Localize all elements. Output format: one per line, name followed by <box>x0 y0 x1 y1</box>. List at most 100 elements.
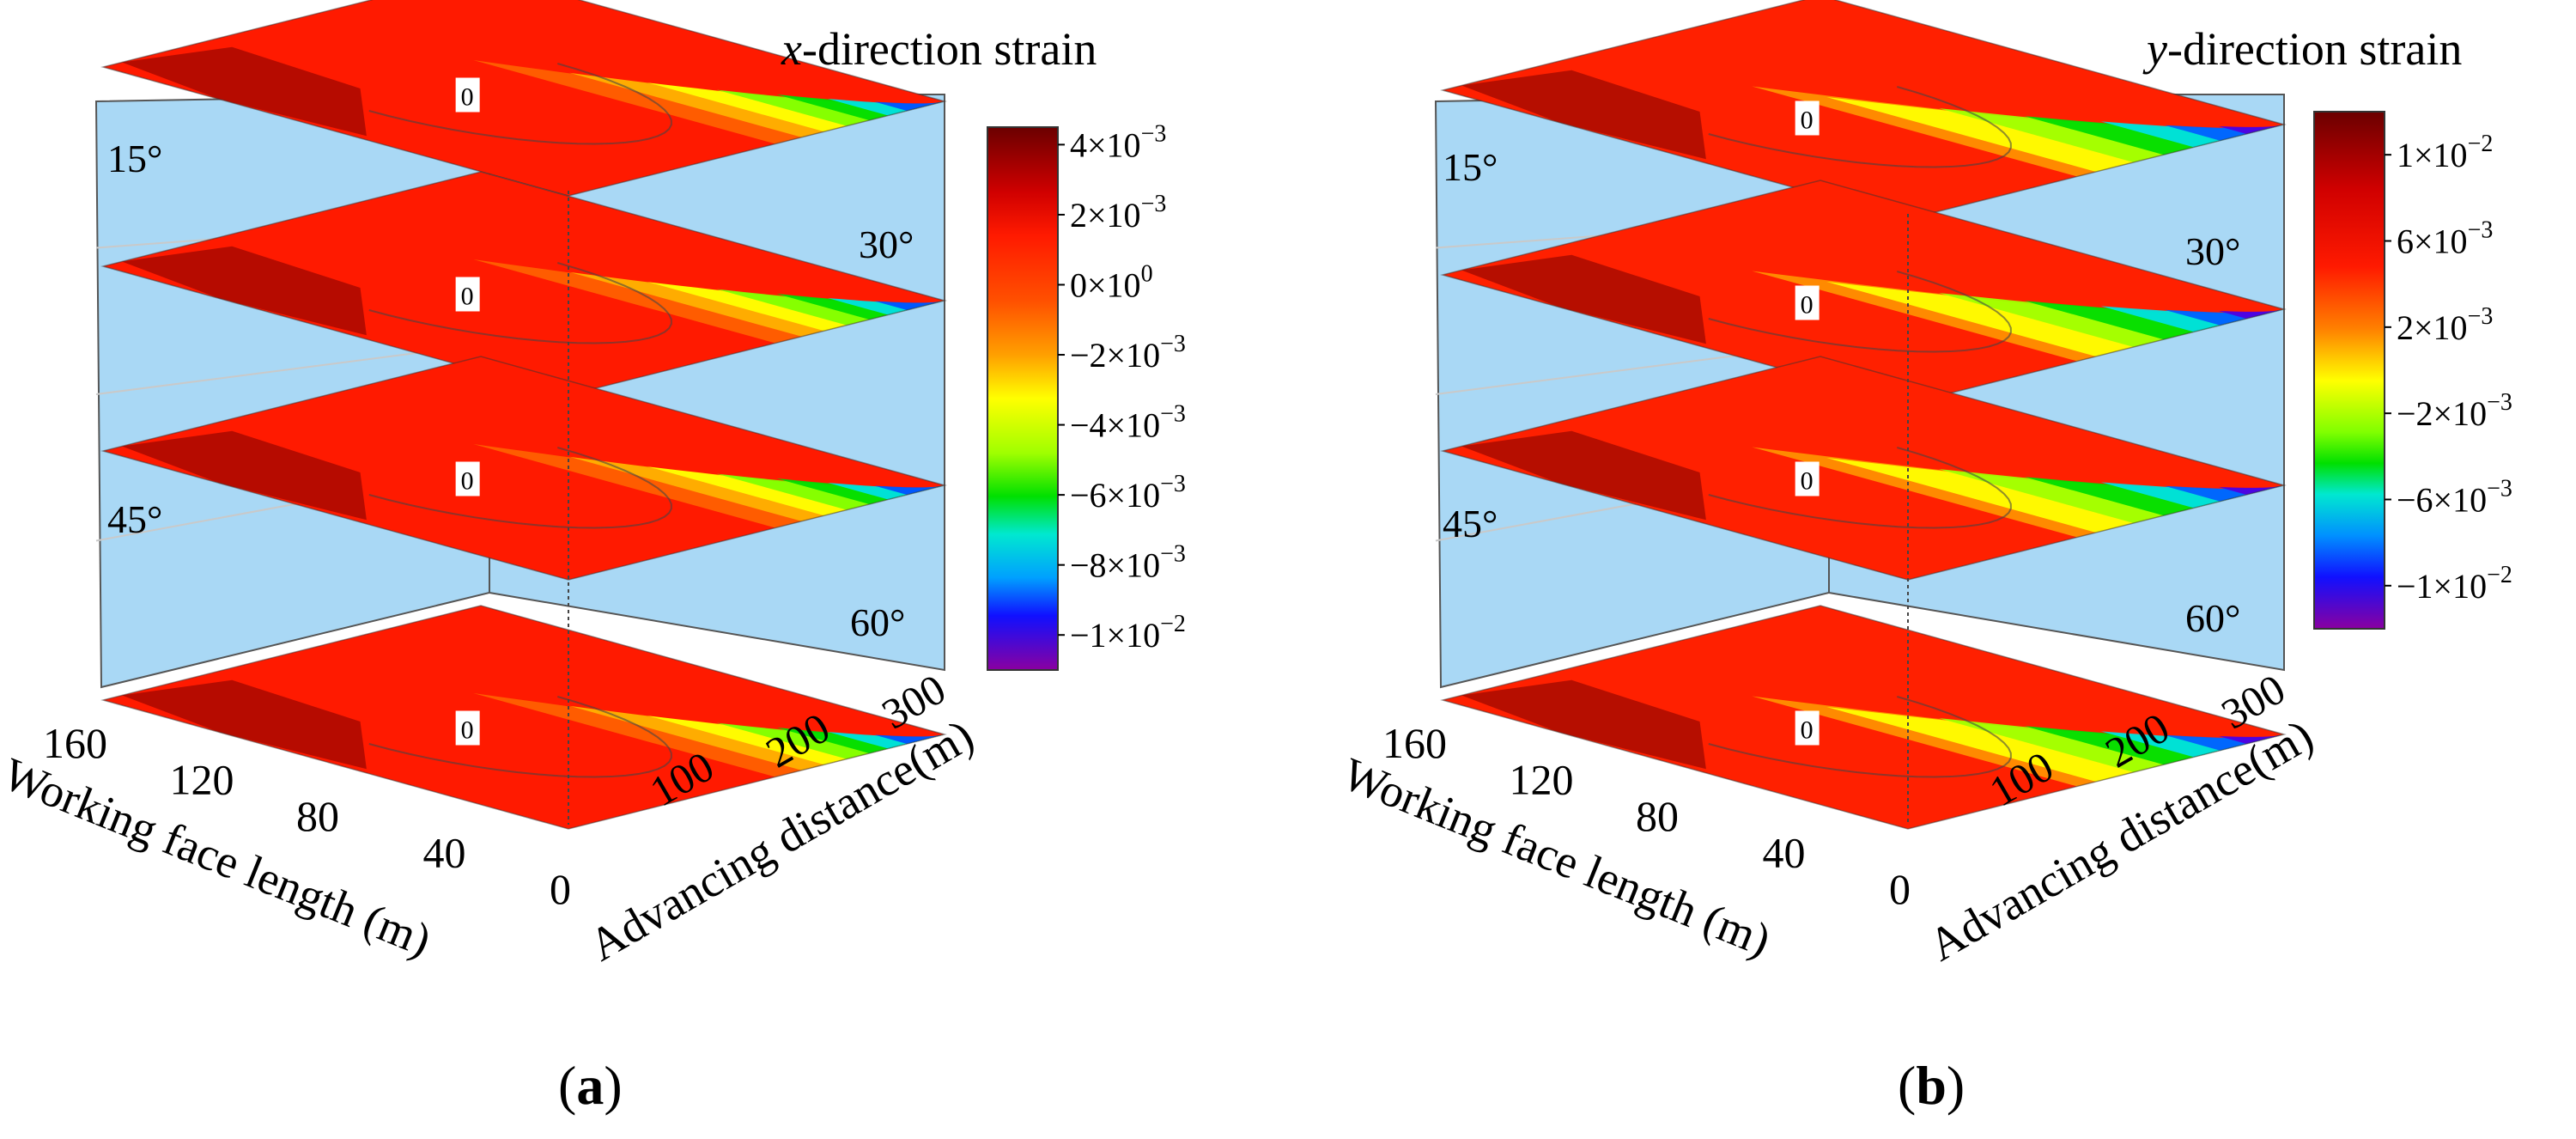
contour-label-box <box>1795 461 1820 496</box>
strain-band <box>874 485 945 495</box>
tick-exponent: −3 <box>1160 541 1186 568</box>
colorbar-tick-label: 4×10−3 <box>1070 120 1166 164</box>
layer-4: 0 <box>100 605 947 830</box>
contour-label-box <box>455 277 480 312</box>
tick-exponent: −3 <box>1160 471 1186 497</box>
tick-exponent: −3 <box>2468 217 2494 244</box>
title-text: -direction strain <box>802 23 1097 75</box>
angle-label: 45° <box>1443 502 1498 545</box>
tick-exponent: −3 <box>1141 120 1167 147</box>
chart-title: y-direction strain <box>2142 23 2462 75</box>
tick-base: 6×10 <box>2397 222 2468 261</box>
layer-1: 0 <box>100 0 947 197</box>
x-tick-label: 0 <box>1889 865 1911 913</box>
strain-band <box>1461 254 1706 344</box>
colorbar-tick-label: 2×10−3 <box>1070 191 1166 234</box>
tick-exponent: 0 <box>1141 260 1153 287</box>
strain-band <box>1461 679 1706 770</box>
contour-label: 0 <box>461 716 474 745</box>
strain-band <box>2218 734 2284 744</box>
panel-label: (b) <box>1898 1055 1965 1116</box>
strain-band <box>2100 121 2284 148</box>
angle-label: 30° <box>2185 229 2240 273</box>
colorbar <box>987 126 1059 671</box>
panel-a: 015°030°045°060°16012080400100200300Work… <box>0 0 1186 1116</box>
strain-band <box>122 246 367 336</box>
panel-paren: ) <box>604 1055 622 1116</box>
angle-label: 60° <box>850 600 905 644</box>
tick-base: −6×10 <box>2397 481 2487 520</box>
colorbar-tick-label: −6×10−3 <box>1070 471 1186 515</box>
tick-exponent: −3 <box>1160 331 1186 357</box>
title-variable: y <box>2142 23 2167 75</box>
strain-band <box>2218 309 2284 319</box>
layer-outline <box>100 0 947 197</box>
layer-surface <box>103 606 945 829</box>
contour-label: 0 <box>1801 291 1814 320</box>
panel-paren: ( <box>558 1055 576 1116</box>
colorbar-tick-label: −2×10−3 <box>2397 389 2512 433</box>
tick-base: −2×10 <box>2397 394 2487 433</box>
layer-outline <box>1440 0 2287 220</box>
contour-label: 0 <box>1801 716 1814 745</box>
strain-band <box>828 298 945 315</box>
x-tick-label: 160 <box>1382 719 1447 767</box>
strain-band <box>2218 125 2284 134</box>
layer-outline <box>1440 180 2287 405</box>
panel-letter: b <box>1916 1055 1947 1116</box>
tick-exponent: −3 <box>1141 191 1167 217</box>
tick-exponent: −3 <box>2468 303 2494 330</box>
panel-label: (a) <box>558 1055 623 1116</box>
contour-line <box>1708 86 2012 168</box>
x-tick-label: 40 <box>1763 829 1806 877</box>
title-text: -direction strain <box>2167 23 2462 75</box>
tick-base: −6×10 <box>1070 476 1160 515</box>
contour-label-box <box>455 77 480 113</box>
strain-band <box>122 430 367 521</box>
contour-label-box <box>455 710 480 746</box>
x-tick-label: 120 <box>170 756 234 804</box>
contour-line <box>368 696 672 778</box>
x-tick-label: 80 <box>296 792 339 840</box>
tick-exponent: −3 <box>2487 476 2512 502</box>
contour-line <box>368 447 672 529</box>
x-tick-label: 160 <box>43 719 107 767</box>
tick-base: 2×10 <box>1070 196 1141 234</box>
x-tick-label: 0 <box>550 865 571 913</box>
strain-band <box>1461 70 1706 160</box>
x-tick-label: 80 <box>1636 792 1679 840</box>
x-tick-label: 120 <box>1510 756 1574 804</box>
tick-exponent: −2 <box>1160 611 1186 637</box>
colorbar-tick-label: 6×10−3 <box>2397 217 2493 261</box>
x-tick-label: 40 <box>423 829 466 877</box>
layer-outline <box>100 171 947 396</box>
colorbar-tick-label: 0×100 <box>1070 260 1153 304</box>
contour-label: 0 <box>1801 467 1814 496</box>
chart-title: x-direction strain <box>781 23 1097 75</box>
tick-base: −4×10 <box>1070 406 1160 445</box>
strain-band <box>2100 482 2284 509</box>
layer-2: 0 <box>1440 180 2287 405</box>
strain-band <box>874 101 945 111</box>
layer-2: 0 <box>100 171 947 396</box>
strain-band <box>122 46 367 137</box>
layer-outline <box>100 605 947 830</box>
layer-surface <box>103 0 945 196</box>
contour-line <box>1708 696 2012 778</box>
contour-label-box <box>1795 710 1820 746</box>
angle-label: 45° <box>107 497 162 541</box>
layer-surface <box>103 356 945 580</box>
strain-band <box>122 679 367 770</box>
strain-band <box>828 483 945 500</box>
angle-label: 15° <box>107 137 162 180</box>
strain-band <box>2100 731 2284 758</box>
angle-label: 30° <box>859 222 914 266</box>
tick-base: 4×10 <box>1070 125 1141 164</box>
strain-band <box>2218 485 2284 495</box>
tick-exponent: −2 <box>2468 131 2494 157</box>
layer-1: 0 <box>1440 0 2287 220</box>
strain-band <box>874 734 945 744</box>
colorbar-tick-label: −2×10−3 <box>1070 331 1186 375</box>
tick-base: −8×10 <box>1070 546 1160 585</box>
